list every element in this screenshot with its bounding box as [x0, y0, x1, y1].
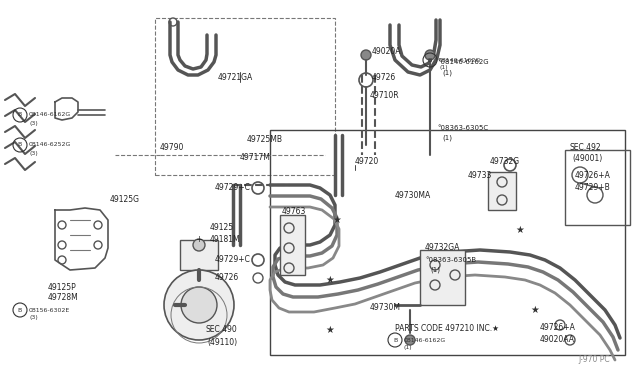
Text: 49020AA: 49020AA — [540, 336, 575, 344]
Text: 49730MA: 49730MA — [395, 190, 431, 199]
Text: 49726: 49726 — [215, 273, 239, 282]
Text: (1): (1) — [404, 346, 413, 350]
Text: (1): (1) — [439, 65, 447, 71]
Text: 49710R: 49710R — [370, 90, 399, 99]
Text: ★: ★ — [531, 305, 540, 315]
Bar — [155, 18, 335, 175]
Text: 49717M: 49717M — [240, 154, 271, 163]
Text: 49729+C: 49729+C — [215, 256, 251, 264]
Bar — [488, 172, 516, 210]
Text: °08146-6162G: °08146-6162G — [437, 59, 488, 65]
Text: +: + — [196, 235, 202, 244]
Text: 49725MB: 49725MB — [247, 135, 283, 144]
Text: ★: ★ — [326, 325, 334, 335]
Text: 49020A: 49020A — [372, 48, 401, 57]
Bar — [270, 130, 625, 355]
Text: 49125P: 49125P — [48, 283, 77, 292]
Text: (49110): (49110) — [207, 337, 237, 346]
Text: (1): (1) — [442, 70, 452, 76]
Text: B: B — [393, 337, 397, 343]
Text: (3): (3) — [29, 315, 38, 321]
Text: 49721GA: 49721GA — [218, 74, 253, 83]
Text: 49726+A: 49726+A — [540, 324, 576, 333]
Text: 49733: 49733 — [468, 170, 492, 180]
Text: 49729+C: 49729+C — [215, 183, 251, 192]
Text: 49730M: 49730M — [370, 304, 401, 312]
Text: °08363-6305B: °08363-6305B — [425, 257, 476, 263]
Text: B: B — [18, 308, 22, 312]
Text: 49763: 49763 — [282, 208, 307, 217]
Bar — [565, 150, 630, 225]
Text: (1): (1) — [430, 267, 440, 273]
Text: (3): (3) — [29, 121, 38, 125]
Text: (1): (1) — [442, 135, 452, 141]
Circle shape — [405, 335, 415, 345]
Text: 49732GA: 49732GA — [425, 244, 460, 253]
Text: ★: ★ — [516, 225, 524, 235]
Bar — [280, 215, 305, 275]
Text: B: B — [18, 142, 22, 148]
Bar — [180, 240, 218, 270]
Circle shape — [361, 50, 371, 60]
Text: 08146-6162G: 08146-6162G — [439, 58, 481, 62]
Text: 08156-6302E: 08156-6302E — [29, 308, 70, 312]
Bar — [420, 250, 465, 305]
Text: 49726+A: 49726+A — [575, 170, 611, 180]
Circle shape — [425, 50, 435, 60]
Text: 49729+B: 49729+B — [575, 183, 611, 192]
Text: (3): (3) — [29, 151, 38, 155]
Text: SEC.492: SEC.492 — [570, 144, 602, 153]
Text: 49181M: 49181M — [210, 235, 241, 244]
Text: (49001): (49001) — [572, 154, 602, 163]
Circle shape — [181, 287, 217, 323]
Text: 49125: 49125 — [210, 224, 234, 232]
Circle shape — [164, 270, 234, 340]
Text: 49790: 49790 — [160, 144, 184, 153]
Text: ★: ★ — [326, 275, 334, 285]
Text: B: B — [428, 58, 432, 62]
Circle shape — [193, 239, 205, 251]
Text: J-970 PC: J-970 PC — [579, 356, 610, 365]
Text: 49125G: 49125G — [110, 196, 140, 205]
Text: 49732G: 49732G — [490, 157, 520, 167]
Text: PARTS CODE 497210 INC.★: PARTS CODE 497210 INC.★ — [395, 324, 499, 333]
Text: 08146-6162G: 08146-6162G — [404, 337, 446, 343]
Text: ★: ★ — [333, 215, 341, 225]
Text: 08146-6252G: 08146-6252G — [29, 142, 72, 148]
Text: 08146-6162G: 08146-6162G — [29, 112, 71, 118]
Text: SEC.490: SEC.490 — [205, 326, 237, 334]
Text: 49726: 49726 — [372, 74, 396, 83]
Text: B: B — [18, 112, 22, 118]
Text: °08363-6305C: °08363-6305C — [437, 125, 488, 131]
Text: 49728M: 49728M — [48, 294, 79, 302]
Text: 49720: 49720 — [355, 157, 380, 167]
